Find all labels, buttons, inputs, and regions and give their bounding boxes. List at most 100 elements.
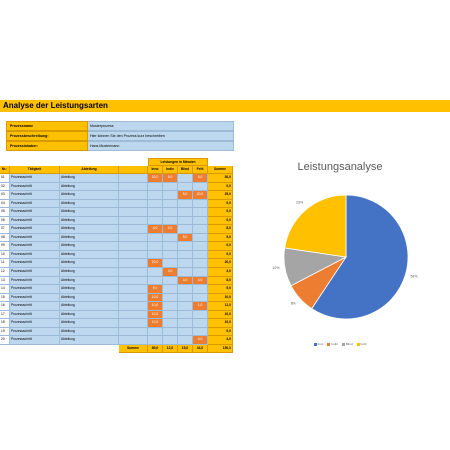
row-step[interactable]: Prozessschritt [10, 242, 60, 251]
row-minutes-cell[interactable] [178, 216, 193, 226]
row-dept[interactable]: Abteilung [60, 268, 119, 277]
row-step[interactable]: Prozessschritt [10, 225, 60, 234]
row-step[interactable]: Prozessschritt [10, 302, 60, 311]
row-minutes-cell[interactable]: 4,0 [178, 276, 193, 286]
row-minutes-cell[interactable] [178, 174, 193, 183]
row-minutes-cell[interactable]: 4,0 [148, 225, 163, 234]
row-minutes-cell[interactable] [148, 327, 163, 337]
row-minutes-cell[interactable] [163, 293, 178, 303]
row-step[interactable]: Prozessschritt [10, 293, 60, 303]
row-minutes-cell[interactable]: 5,0 [163, 174, 178, 183]
row-step[interactable]: Prozessschritt [10, 250, 60, 260]
row-minutes-cell[interactable] [193, 208, 208, 217]
row-minutes-cell[interactable] [193, 293, 208, 303]
row-minutes-cell[interactable] [148, 208, 163, 217]
row-minutes-cell[interactable] [193, 199, 208, 209]
row-dept[interactable]: Abteilung [60, 259, 119, 269]
info-value[interactable]: Musterprozess [88, 121, 234, 131]
row-dept[interactable]: Abteilung [60, 250, 119, 260]
row-minutes-cell[interactable] [163, 276, 178, 286]
row-minutes-cell[interactable] [193, 327, 208, 337]
info-value[interactable]: Hier können Sie den Prozess kurz beschre… [88, 131, 234, 141]
row-minutes-cell[interactable] [163, 310, 178, 320]
row-dept[interactable]: Abteilung [60, 293, 119, 303]
row-minutes-cell[interactable]: 10,0 [148, 293, 163, 303]
row-dept[interactable]: Abteilung [60, 199, 119, 209]
row-minutes-cell[interactable] [163, 199, 178, 209]
row-minutes-cell[interactable]: 5,0 [178, 233, 193, 243]
row-minutes-cell[interactable] [163, 191, 178, 200]
row-step[interactable]: Prozessschritt [10, 174, 60, 183]
row-minutes-cell[interactable] [193, 319, 208, 328]
row-step[interactable]: Prozessschritt [10, 259, 60, 269]
row-minutes-cell[interactable] [148, 250, 163, 260]
row-minutes-cell[interactable]: 4,0 [193, 336, 208, 345]
row-minutes-cell[interactable] [193, 259, 208, 269]
row-minutes-cell[interactable] [193, 250, 208, 260]
row-dept[interactable]: Abteilung [60, 302, 119, 311]
row-minutes-cell[interactable] [178, 310, 193, 320]
row-minutes-cell[interactable] [148, 268, 163, 277]
row-minutes-cell[interactable]: 5,0 [178, 191, 193, 200]
row-minutes-cell[interactable] [178, 285, 193, 294]
row-step[interactable]: Prozessschritt [10, 191, 60, 200]
row-minutes-cell[interactable]: 5,0 [148, 285, 163, 294]
row-step[interactable]: Prozessschritt [10, 319, 60, 328]
row-minutes-cell[interactable] [148, 199, 163, 209]
row-minutes-cell[interactable] [148, 276, 163, 286]
row-minutes-cell[interactable] [178, 208, 193, 217]
row-dept[interactable]: Abteilung [60, 327, 119, 337]
row-minutes-cell[interactable] [178, 302, 193, 311]
row-minutes-cell[interactable]: 10,0 [148, 310, 163, 320]
row-minutes-cell[interactable] [178, 268, 193, 277]
row-minutes-cell[interactable]: 3,0 [163, 268, 178, 277]
row-minutes-cell[interactable] [148, 233, 163, 243]
row-minutes-cell[interactable] [163, 233, 178, 243]
row-minutes-cell[interactable] [148, 242, 163, 251]
row-minutes-cell[interactable] [163, 259, 178, 269]
row-dept[interactable]: Abteilung [60, 191, 119, 200]
row-minutes-cell[interactable] [163, 250, 178, 260]
info-value[interactable]: Hans Mustermann [88, 141, 234, 151]
row-dept[interactable]: Abteilung [60, 174, 119, 183]
row-step[interactable]: Prozessschritt [10, 199, 60, 209]
row-dept[interactable]: Abteilung [60, 182, 119, 192]
row-step[interactable]: Prozessschritt [10, 268, 60, 277]
row-step[interactable]: Prozessschritt [10, 310, 60, 320]
row-minutes-cell[interactable]: 20,0 [193, 191, 208, 200]
row-minutes-cell[interactable] [148, 336, 163, 345]
row-minutes-cell[interactable] [163, 242, 178, 251]
row-minutes-cell[interactable]: 10,0 [148, 302, 163, 311]
row-minutes-cell[interactable]: 20,0 [148, 174, 163, 183]
row-step[interactable]: Prozessschritt [10, 276, 60, 286]
row-minutes-cell[interactable] [193, 182, 208, 192]
row-minutes-cell[interactable] [178, 327, 193, 337]
row-minutes-cell[interactable] [178, 293, 193, 303]
row-step[interactable]: Prozessschritt [10, 182, 60, 192]
row-minutes-cell[interactable]: 5,0 [193, 174, 208, 183]
row-minutes-cell[interactable] [163, 319, 178, 328]
row-dept[interactable]: Abteilung [60, 225, 119, 234]
row-step[interactable]: Prozessschritt [10, 336, 60, 345]
row-minutes-cell[interactable] [163, 327, 178, 337]
row-dept[interactable]: Abteilung [60, 285, 119, 294]
row-minutes-cell[interactable] [193, 225, 208, 234]
row-step[interactable]: Prozessschritt [10, 233, 60, 243]
row-dept[interactable]: Abteilung [60, 208, 119, 217]
row-minutes-cell[interactable] [148, 216, 163, 226]
pie-slice-fehl[interactable] [284, 194, 347, 258]
pie-slice-inno[interactable] [311, 194, 409, 320]
row-minutes-cell[interactable] [193, 242, 208, 251]
row-minutes-cell[interactable]: 4,0 [163, 225, 178, 234]
row-dept[interactable]: Abteilung [60, 310, 119, 320]
row-minutes-cell[interactable] [148, 182, 163, 192]
row-minutes-cell[interactable] [178, 336, 193, 345]
row-dept[interactable]: Abteilung [60, 233, 119, 243]
row-step[interactable]: Prozessschritt [10, 327, 60, 337]
row-minutes-cell[interactable] [178, 242, 193, 251]
row-minutes-cell[interactable] [163, 285, 178, 294]
row-dept[interactable]: Abteilung [60, 216, 119, 226]
row-minutes-cell[interactable] [148, 191, 163, 200]
row-dept[interactable]: Abteilung [60, 276, 119, 286]
row-minutes-cell[interactable] [178, 319, 193, 328]
